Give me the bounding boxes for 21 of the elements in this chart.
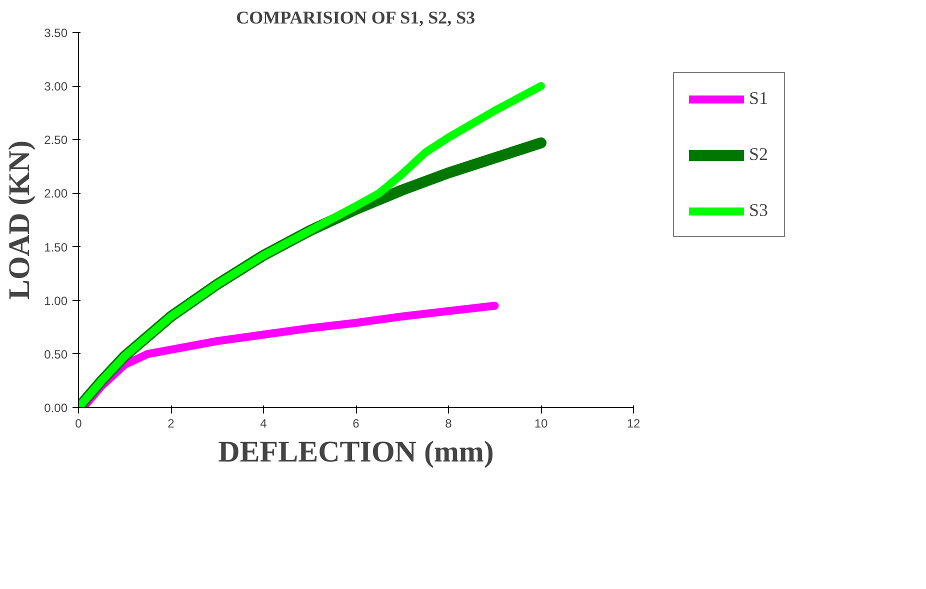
legend-label: S1 (749, 88, 769, 109)
x-axis-title: DEFLECTION (mm) (218, 436, 494, 468)
chart-title: COMPARISION OF S1, S2, S3 (236, 8, 476, 28)
x-tick-label: 12 (626, 416, 640, 430)
y-tick-label: 0.50 (44, 347, 68, 362)
y-tick-label: 1.00 (44, 294, 68, 308)
y-axis-title: LOAD (KN) (3, 140, 36, 300)
y-tick-label: 2.00 (44, 186, 68, 201)
x-tick-label: 10 (534, 416, 548, 430)
y-tick-label: 0.00 (44, 401, 68, 415)
y-tick-label: 2.50 (44, 133, 68, 148)
y-tick-label: 1.50 (44, 240, 68, 254)
y-tick-label: 3.00 (44, 80, 68, 94)
x-tick-label: 0 (75, 416, 82, 430)
x-tick-label: 6 (352, 416, 360, 430)
x-tick-label: 8 (445, 416, 452, 430)
y-tick-label: 3.50 (44, 26, 68, 40)
x-tick-label: 2 (168, 416, 175, 430)
x-tick-label: 4 (260, 416, 268, 430)
legend-label: S3 (749, 200, 769, 221)
legend-label: S2 (749, 144, 769, 165)
